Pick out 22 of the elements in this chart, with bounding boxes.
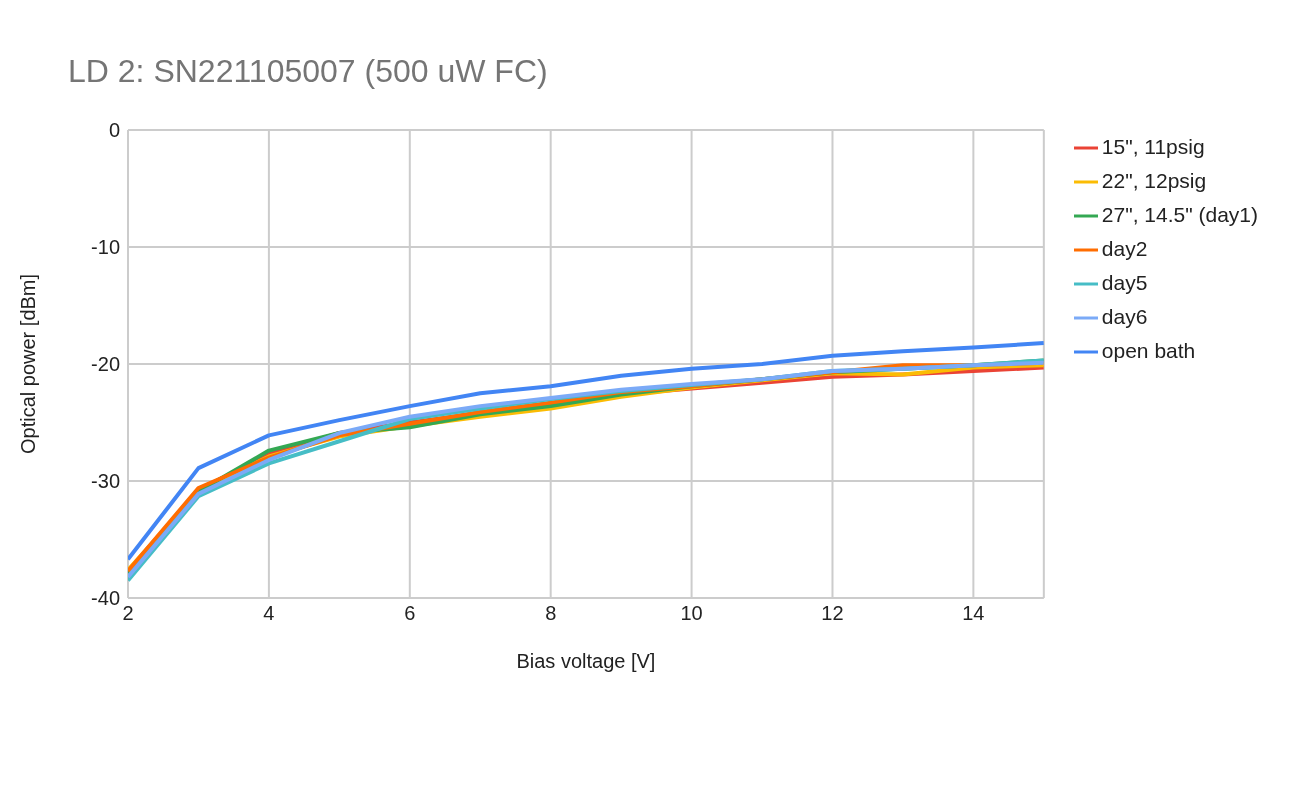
x-tick-label: 2 [122, 602, 134, 625]
x-tick-label: 14 [962, 602, 985, 625]
legend-label: 15", 11psig [1101, 135, 1205, 158]
legend-label: day2 [1101, 237, 1148, 260]
x-tick-label: 6 [404, 602, 416, 625]
y-axis-title: Optical power [dBm] [17, 273, 40, 454]
x-tick-label: 4 [263, 602, 275, 625]
legend-label: 27", 14.5" (day1) [1101, 203, 1258, 226]
x-tick-label: 10 [680, 602, 703, 625]
y-tick-label: -10 [91, 236, 120, 259]
y-tick-label: -40 [91, 587, 120, 610]
legend-label: open bath [1101, 339, 1196, 362]
legend-label: 22", 12psig [1101, 169, 1207, 192]
x-axis-title: Bias voltage [V] [516, 650, 656, 672]
legend-label: day6 [1101, 305, 1148, 328]
x-tick-label: 8 [545, 602, 557, 625]
y-tick-label: 0 [108, 119, 120, 142]
y-tick-label: -30 [91, 470, 120, 493]
chart-title: LD 2: SN221105007 (500 uW FC) [68, 53, 548, 90]
y-tick-label: -20 [91, 353, 120, 376]
legend-label: day5 [1101, 271, 1148, 294]
x-tick-label: 12 [821, 602, 844, 625]
